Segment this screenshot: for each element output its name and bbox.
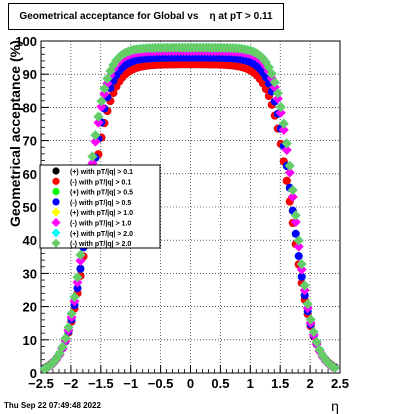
y-tick-label: 30 <box>23 266 37 281</box>
legend-marker <box>52 177 60 185</box>
x-axis-title: η <box>331 398 339 414</box>
y-tick-label: 60 <box>23 167 37 182</box>
legend-marker <box>52 167 60 175</box>
data-point <box>287 185 298 196</box>
data-point <box>102 73 113 84</box>
legend-label: (+) with pT/|q| > 0.1 <box>70 169 133 176</box>
data-point <box>69 291 80 302</box>
data-point <box>75 249 86 260</box>
data-point <box>99 83 110 94</box>
data-point <box>90 136 101 147</box>
data-point <box>96 96 107 107</box>
legend-label: (-) with pT/|q| > 0.1 <box>70 179 131 186</box>
data-point <box>282 176 291 185</box>
legend-marker <box>51 218 61 227</box>
legend-label: (+) with pT/|q| > 2.0 <box>70 231 133 238</box>
data-point <box>297 272 306 281</box>
legend-marker <box>52 188 60 196</box>
data-point <box>291 229 300 238</box>
series-7 <box>39 42 340 374</box>
data-point <box>96 101 107 112</box>
data-point <box>272 93 283 104</box>
legend-marker <box>52 198 60 206</box>
data-point <box>290 210 301 221</box>
x-tick-label: 2 <box>306 376 313 391</box>
data-point <box>90 130 101 141</box>
x-tick-label: −0.5 <box>148 376 174 391</box>
data-point <box>54 348 65 359</box>
data-point <box>308 327 319 338</box>
timestamp: Thu Sep 22 07:49:48 2022 <box>4 401 101 410</box>
y-tick-label: 80 <box>23 100 37 115</box>
legend: (+) with pT/|q| > 0.1 (-) with pT/|q| > 0… <box>39 164 161 249</box>
data-point <box>296 259 307 270</box>
y-tick-label: 50 <box>23 200 37 215</box>
legend-label: (-) with pT/|q| > 2.0 <box>70 241 131 248</box>
y-tick-label: 90 <box>23 67 37 82</box>
data-point <box>294 252 303 261</box>
legend-marker <box>51 207 61 217</box>
data-point <box>284 167 295 178</box>
y-tick-label: 40 <box>23 233 37 248</box>
chart-title: Geometrical acceptance for Global vs η a… <box>8 3 284 30</box>
y-tick-label: 70 <box>23 134 37 149</box>
data-point <box>75 255 86 266</box>
data-point <box>66 308 77 319</box>
x-tick-label: 1 <box>247 376 254 391</box>
y-tick-label: 10 <box>23 333 37 348</box>
y-tick-label: 20 <box>23 300 37 315</box>
data-point <box>278 118 289 129</box>
x-tick-label: −1 <box>123 376 138 391</box>
data-points <box>39 42 340 374</box>
legend-label: (+) with pT/|q| > 0.5 <box>70 190 133 197</box>
x-tick-label: 0 <box>187 376 194 391</box>
data-point <box>281 138 292 149</box>
x-tick-label: 0.5 <box>211 376 229 391</box>
data-point <box>57 341 68 352</box>
data-point <box>290 217 301 228</box>
data-point <box>93 111 104 122</box>
data-point <box>287 191 298 202</box>
data-point <box>281 144 292 155</box>
x-tick-label: 2.5 <box>331 376 349 391</box>
data-point <box>302 299 313 310</box>
data-point <box>284 160 295 171</box>
data-point <box>87 151 98 162</box>
data-point <box>272 88 283 99</box>
y-tick-label: 100 <box>15 34 37 49</box>
legend-marker <box>51 238 61 248</box>
data-point <box>296 264 307 275</box>
data-point <box>278 124 289 135</box>
data-point <box>293 235 304 246</box>
data-point <box>305 314 316 325</box>
legend-marker <box>51 228 61 238</box>
legend-label: (+) with pT/|q| > 1.0 <box>70 210 133 217</box>
x-tick-label: −2.5 <box>28 376 54 391</box>
x-tick-label: −1.5 <box>88 376 114 391</box>
data-point <box>60 333 71 344</box>
legend-label: (-) with pT/|q| > 1.0 <box>70 221 131 228</box>
data-point <box>329 362 340 373</box>
x-tick-label: −2 <box>63 376 78 391</box>
data-point <box>275 101 286 112</box>
data-point <box>93 117 104 128</box>
data-point <box>72 272 83 283</box>
data-point <box>76 264 85 273</box>
data-point <box>269 77 280 88</box>
data-point <box>72 277 83 288</box>
legend-label: (-) with pT/|q| > 0.5 <box>70 200 131 207</box>
y-tick-label: 0 <box>30 366 37 381</box>
y-axis-title: Geometrical acceptance (%) <box>7 40 23 227</box>
data-point <box>293 241 304 252</box>
data-point <box>266 68 277 79</box>
x-tick-label: 1.5 <box>271 376 289 391</box>
data-point <box>275 107 286 118</box>
data-point <box>73 284 82 293</box>
data-point <box>299 280 310 291</box>
data-point <box>63 322 74 333</box>
data-point <box>311 336 322 347</box>
tick-labels: −2.5 −2 −1.5 −1 −0.5 0 0.5 1 1.5 2 2.5 0 10 20 30 40 50 6… <box>15 34 349 391</box>
data-point <box>99 88 110 99</box>
